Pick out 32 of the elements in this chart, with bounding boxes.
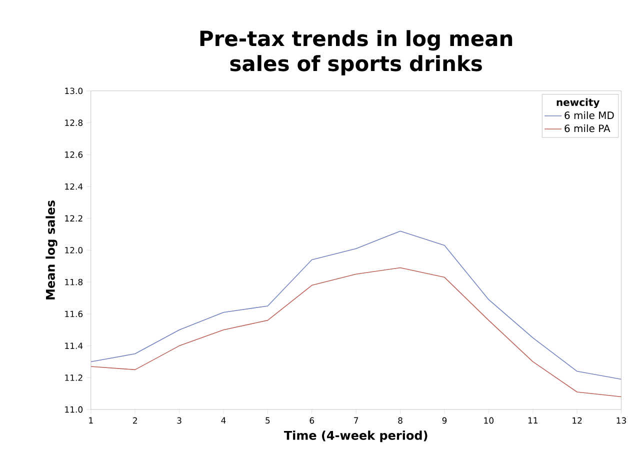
line-series — [90, 230, 622, 380]
y-tick-label: 11.2 — [65, 374, 82, 381]
x-tick-label: 7 — [354, 417, 358, 424]
legend-title: newcity — [556, 98, 600, 108]
x-tick-label: 12 — [572, 417, 582, 424]
y-tick-label: 12.0 — [65, 246, 83, 254]
chart-title: Pre-tax trends in log mean sales of sports drinks — [200, 30, 512, 76]
x-tick-label: 5 — [266, 417, 270, 424]
y-tick-label: 12.6 — [65, 151, 83, 158]
y-tick-label: 12.2 — [65, 214, 82, 222]
x-tick-label: 4 — [221, 417, 226, 424]
x-axis-title: Time (4-week period) — [284, 430, 428, 442]
x-tick-label: 2 — [133, 417, 137, 424]
y-tick-label: 13.0 — [65, 87, 83, 94]
y-tick-label: 11.4 — [65, 342, 83, 349]
legend-label: 6 mile PA — [564, 124, 610, 132]
y-tick-label: 11.0 — [65, 406, 83, 413]
x-tick-label: 13 — [616, 417, 626, 424]
y-tick-label: 11.8 — [65, 278, 83, 286]
y-tick-label: 12.8 — [65, 119, 83, 126]
y-tick-label: 11.6 — [65, 310, 83, 317]
x-tick-label: 1 — [89, 417, 93, 424]
x-tick-label: 9 — [442, 417, 447, 424]
legend-label: 6 mile MD — [564, 111, 614, 119]
y-axis-title: Mean log sales — [46, 200, 58, 300]
line-series — [90, 267, 622, 397]
x-tick-label: 11 — [528, 417, 538, 424]
x-tick-label: 6 — [310, 417, 314, 424]
x-tick-label: 3 — [177, 417, 182, 424]
x-tick-label: 10 — [484, 417, 494, 424]
x-tick-label: 8 — [398, 417, 402, 424]
y-tick-label: 12.4 — [65, 183, 83, 190]
